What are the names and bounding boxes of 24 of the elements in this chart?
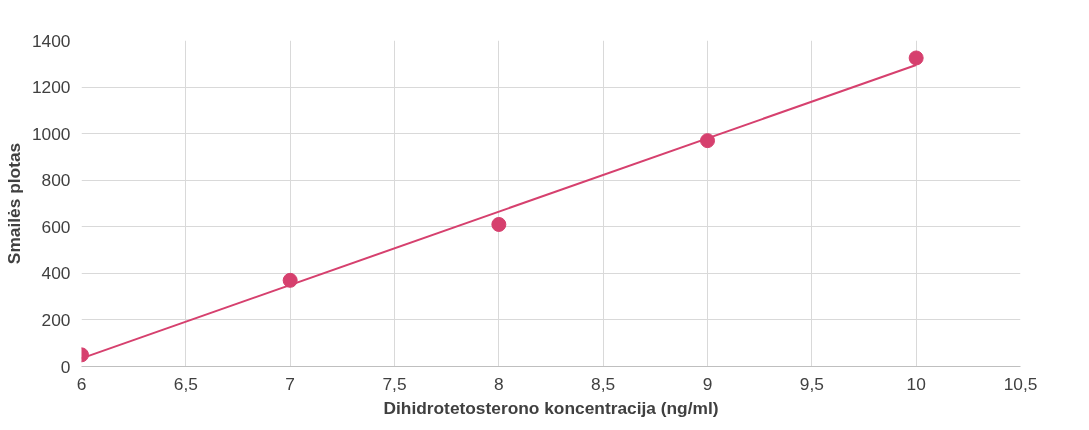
y-tick-label: 800 <box>41 170 71 191</box>
y-tick-label: 0 <box>60 356 71 377</box>
x-tick-label: 9 <box>702 373 713 394</box>
x-tick-label: 6 <box>76 373 87 394</box>
y-tick-label: 1200 <box>31 77 71 98</box>
x-tick-label: 8 <box>494 373 504 394</box>
x-tick-label: 10 <box>906 373 926 394</box>
x-tick-label: 10,5 <box>1003 373 1038 394</box>
y-tick-label: 200 <box>41 309 71 330</box>
x-tick-label: 6,5 <box>173 373 198 394</box>
y-tick-label: 600 <box>41 216 71 237</box>
y-axis-title: Smailės plotas <box>3 142 24 265</box>
y-tick-label: 1400 <box>31 30 71 51</box>
y-tick-label: 400 <box>41 263 71 284</box>
x-tick-label: 7,5 <box>382 373 407 394</box>
x-tick-label: 9,5 <box>799 373 824 394</box>
x-tick-label: 8,5 <box>591 373 616 394</box>
point <box>700 133 715 149</box>
x-axis-title: Dihidrotetosterono koncentracija (ng/ml) <box>383 397 719 418</box>
point <box>491 216 507 232</box>
point <box>908 50 924 66</box>
y-tick-label: 1000 <box>31 123 71 144</box>
point <box>282 272 298 288</box>
x-tick-label: 7 <box>285 373 295 394</box>
